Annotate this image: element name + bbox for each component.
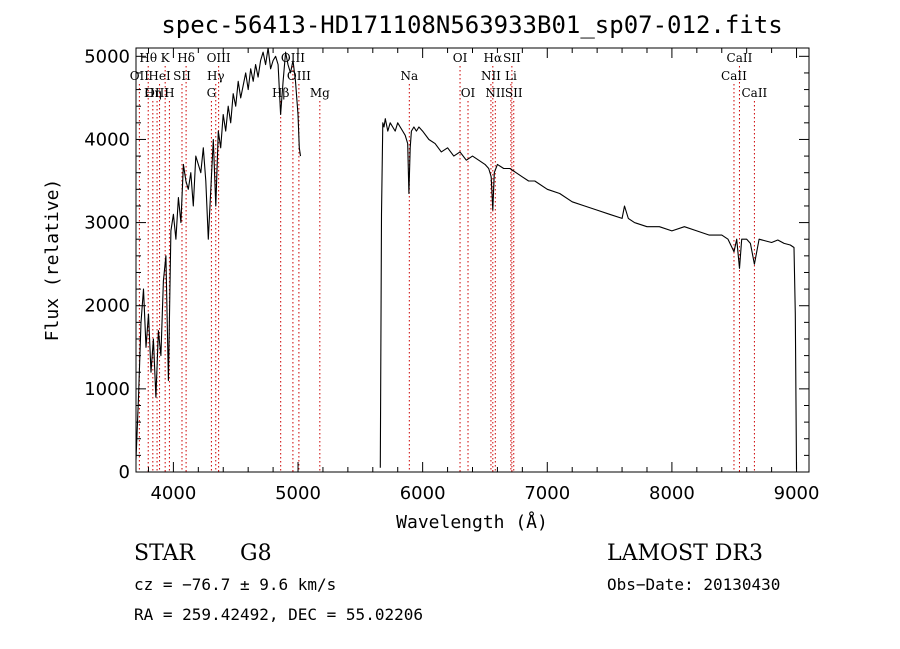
plot-frame [135, 47, 810, 473]
y-tick-label-4: 4000 [84, 129, 130, 150]
spectral-subclass: G8 [240, 541, 272, 566]
y-tick-label-3: 3000 [84, 213, 130, 234]
survey-name: LAMOST DR3 [607, 541, 763, 566]
marker-label-3: HeI [148, 69, 171, 83]
y-tick-label-1: 1000 [84, 379, 130, 400]
marker-label-18: OI [461, 86, 476, 100]
x-tick-label-2: 6000 [400, 483, 446, 504]
marker-label-12: Hβ [272, 86, 289, 100]
marker-label-5: Hη [144, 86, 162, 100]
marker-label-15: Mg [310, 86, 330, 100]
y-tick-label-2: 2000 [84, 296, 130, 317]
marker-label-20: SII [503, 51, 521, 65]
axes: 4000 5000 6000 7000 8000 9000 0 1000 2000 3000 400… [84, 46, 819, 504]
marker-label-6: H [164, 86, 174, 100]
marker-label-10: Hγ [207, 69, 225, 83]
marker-label-1: OII [130, 69, 150, 83]
marker-label-9: OIII [207, 51, 231, 65]
marker-label-7: SII [173, 69, 191, 83]
marker-label-25: CaII [727, 51, 753, 65]
y-axis-label: Flux (relative) [42, 179, 63, 342]
marker-label-2: OIII [145, 86, 169, 100]
x-tick-label-3: 7000 [524, 483, 570, 504]
observation-date: Obs−Date: 20130430 [607, 575, 780, 594]
marker-label-22: Li [505, 69, 517, 83]
marker-label-19: Hα [484, 51, 503, 65]
x-tick-label-1: 5000 [275, 483, 321, 504]
marker-label-23: NII [485, 86, 505, 100]
object-type: STAR [134, 541, 196, 566]
marker-label-0: Hθ [139, 51, 157, 65]
flux-segment-1 [379, 118, 798, 470]
marker-label-24: SII [505, 86, 523, 100]
marker-label-26: CaII [721, 69, 747, 83]
marker-label-21: NII [481, 69, 501, 83]
marker-label-8: Hδ [177, 51, 195, 65]
coordinates: RA = 259.42492, DEC = 55.02206 [134, 605, 423, 624]
x-tick-label-5: 9000 [774, 483, 820, 504]
marker-label-14: OIII [287, 69, 311, 83]
redshift-velocity: cz = −76.7 ± 9.6 km/s [134, 575, 336, 594]
chart-title: spec-56413-HD171108N563933B01_sp07-012.f… [161, 11, 782, 39]
marker-label-11: G [207, 86, 217, 100]
y-tick-label-0: 0 [119, 462, 130, 483]
x-tick-label-0: 4000 [150, 483, 196, 504]
flux-segment-0 [135, 47, 302, 460]
marker-label-4: K [161, 51, 171, 65]
flux-series [135, 47, 798, 470]
x-tick-label-4: 8000 [649, 483, 695, 504]
marker-label-17: OI [453, 51, 468, 65]
x-axis-label: Wavelength (Å) [396, 511, 548, 533]
y-tick-label-5: 5000 [84, 46, 130, 67]
marker-label-16: Na [400, 69, 418, 83]
marker-label-27: CaII [741, 86, 767, 100]
